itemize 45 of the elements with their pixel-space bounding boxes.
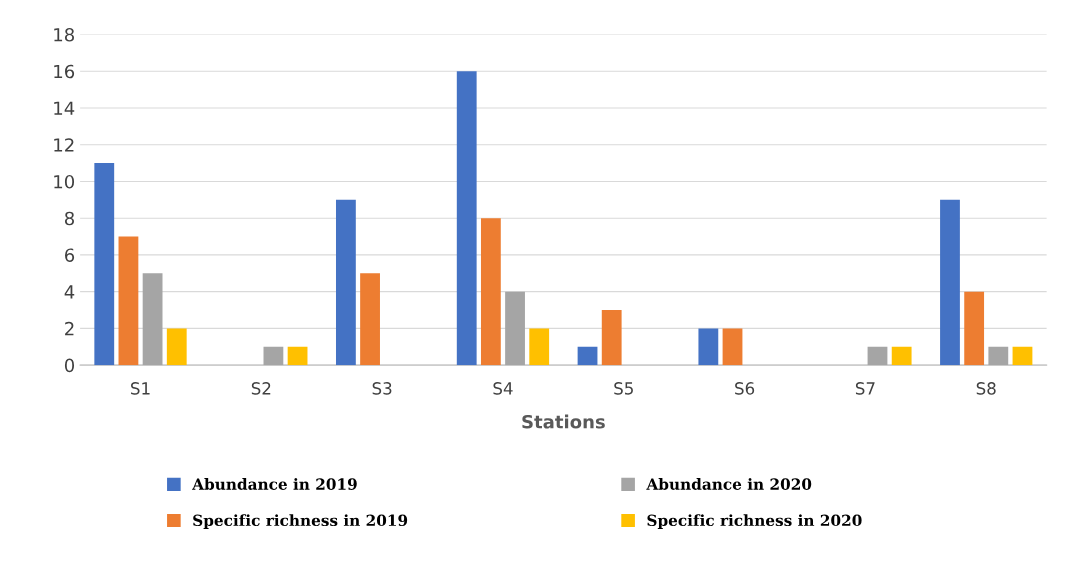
bar [335, 199, 356, 366]
legend-label: Abundance in 2020 [646, 478, 812, 490]
y-tick-label: 8 [64, 211, 74, 226]
bar [577, 346, 598, 366]
bar [166, 328, 187, 366]
legend-label: Abundance in 2019 [192, 478, 357, 490]
x-tick-label: S1 [131, 382, 150, 395]
y-tick-label: 14 [54, 101, 75, 115]
y-tick-label: 18 [54, 27, 74, 42]
bar [505, 291, 525, 366]
bar [891, 346, 912, 366]
bar [287, 346, 308, 366]
bar [940, 199, 960, 366]
bar [360, 273, 380, 366]
bar [263, 346, 284, 366]
y-tick-label: 6 [65, 248, 75, 263]
y-tick-label: 12 [54, 138, 74, 152]
y-tick-label: 0 [64, 358, 75, 373]
legend-label: Specific richness in 2020 [647, 514, 862, 530]
legend-label: Specific richness in 2019 [193, 514, 408, 530]
bar [988, 346, 1009, 366]
bar [118, 236, 139, 366]
y-tick-label: 4 [64, 285, 75, 299]
bar [964, 291, 985, 366]
x-tick-label: S3 [372, 382, 392, 395]
x-tick-label: S4 [493, 382, 513, 395]
x-axis-title: Stations [522, 414, 605, 429]
y-tick-label: 10 [54, 174, 75, 189]
bar [94, 163, 115, 366]
bar [1012, 346, 1033, 366]
bar [456, 71, 477, 366]
bar [529, 328, 550, 366]
bar [722, 328, 743, 366]
x-tick-label: S8 [976, 382, 996, 395]
bar [480, 218, 501, 366]
y-tick-label: 2 [65, 321, 74, 336]
bar [698, 328, 719, 366]
x-tick-label: S6 [735, 382, 755, 395]
bar [601, 310, 622, 366]
x-tick-label: S5 [614, 382, 633, 395]
bar [867, 346, 888, 366]
bar [142, 273, 163, 366]
y-tick-label: 16 [54, 64, 75, 79]
x-tick-label: S7 [855, 382, 875, 395]
x-tick-label: S2 [251, 382, 271, 395]
